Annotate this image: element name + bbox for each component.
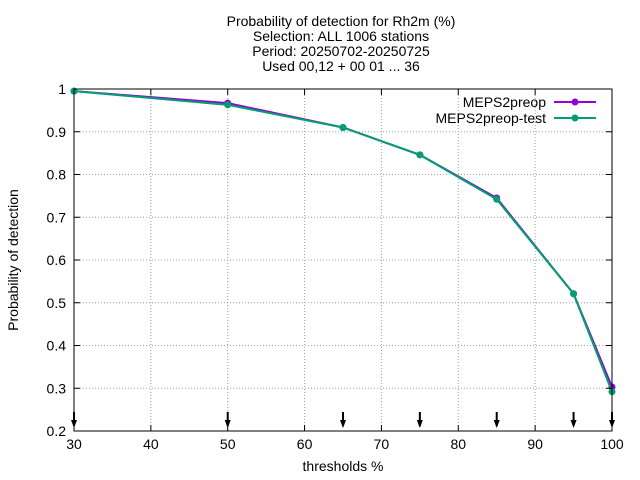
title-line: Period: 20250702-20250725	[252, 43, 430, 59]
title-line: Probability of detection for Rh2m (%)	[227, 13, 456, 29]
y-tick-label: 0.6	[47, 252, 67, 268]
threshold-markers	[71, 412, 615, 428]
threshold-arrowhead	[340, 420, 346, 428]
data-point	[224, 101, 232, 109]
y-tick-label: 0.8	[47, 167, 67, 183]
legend-label: MEPS2preop	[463, 94, 546, 110]
y-tick-label: 0.2	[47, 423, 67, 439]
x-tick-label: 70	[374, 436, 390, 452]
y-axis: 0.2 0.3 0.4 0.5 0.6 0.7 0.8 0.9 1	[47, 81, 612, 439]
x-tick-label: 40	[143, 436, 159, 452]
threshold-arrowhead	[570, 420, 577, 428]
title-line: Used 00,12 + 00 01 ... 36	[262, 58, 420, 74]
y-tick-label: 0.3	[47, 380, 67, 396]
series-layer	[70, 87, 616, 396]
series-line	[73, 90, 613, 393]
series-1	[70, 87, 616, 396]
x-tick-label: 60	[297, 436, 313, 452]
x-tick-label: 90	[527, 436, 543, 452]
x-tick-label: 80	[450, 436, 466, 452]
x-axis: 30 40 50 60 70 80 90 100	[66, 89, 624, 452]
x-tick-label: 30	[66, 436, 82, 452]
x-tick-label: 50	[220, 436, 236, 452]
x-axis-label: thresholds %	[303, 458, 384, 474]
threshold-arrowhead	[224, 420, 231, 428]
data-point	[493, 195, 501, 203]
legend-swatch-marker	[571, 114, 579, 122]
title-line: Selection: ALL 1006 stations	[253, 28, 429, 44]
x-tick-label: 100	[600, 436, 624, 452]
y-tick-label: 0.4	[47, 338, 67, 354]
y-tick-label: 0.9	[47, 124, 67, 140]
threshold-arrowhead	[493, 420, 500, 428]
legend-swatch-marker	[571, 98, 579, 106]
data-point	[339, 123, 347, 131]
y-tick-label: 0.5	[47, 295, 67, 311]
chart-title: Probability of detection for Rh2m (%)Sel…	[227, 13, 456, 74]
legend-label: MEPS2preop-test	[436, 110, 547, 126]
y-tick-label: 0.7	[47, 209, 67, 225]
threshold-arrowhead	[416, 420, 423, 428]
plot-frame	[73, 88, 613, 432]
y-tick-label: 1	[58, 81, 66, 97]
data-point	[416, 151, 424, 159]
y-axis-label: Probability of detection	[5, 189, 21, 331]
grid	[74, 89, 612, 431]
data-point	[570, 290, 578, 298]
series-line	[73, 90, 613, 388]
